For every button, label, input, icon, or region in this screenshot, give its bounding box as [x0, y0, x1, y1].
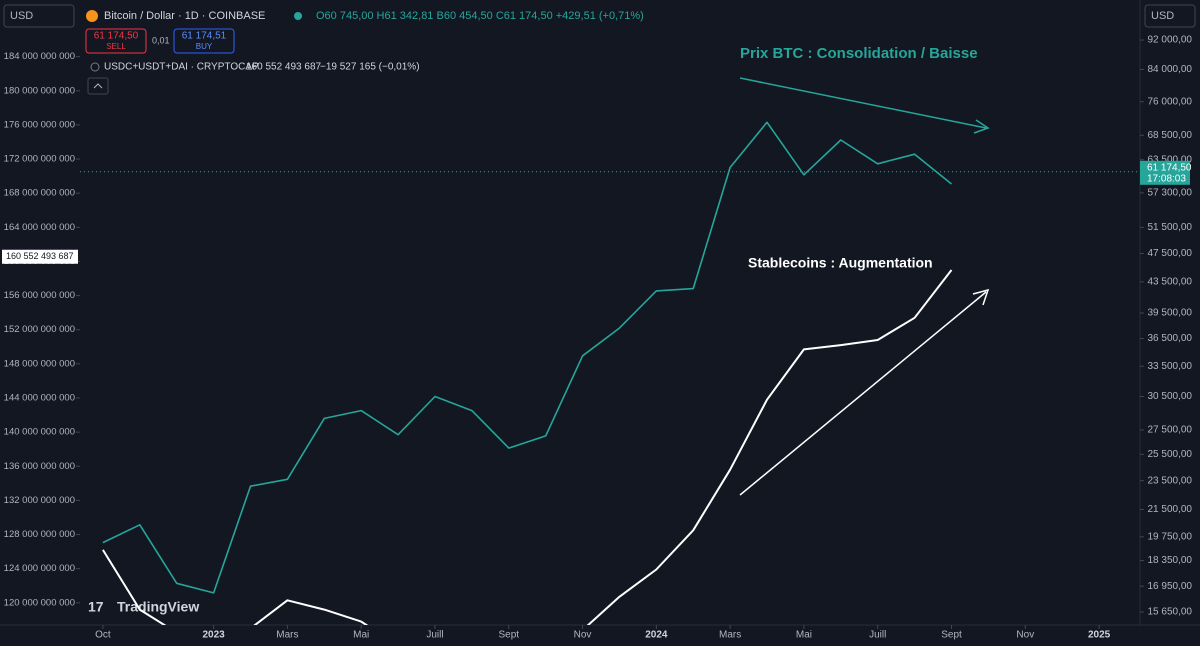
- x-tick-label: Juill: [869, 630, 886, 641]
- x-tick-label: 2023: [202, 630, 225, 641]
- status-dot: [294, 12, 302, 20]
- sell-button[interactable]: [85, 28, 147, 54]
- y2-tick-label: 84 000,00: [1148, 64, 1193, 75]
- y2-tick-label: 16 950,00: [1148, 581, 1193, 592]
- y2-tick-label: 25 500,00: [1148, 449, 1193, 460]
- last-cap-label: 160 552 493 687: [6, 251, 74, 261]
- y2-tick-label: 92 000,00: [1148, 35, 1193, 46]
- buy-button[interactable]: [173, 28, 235, 54]
- series-line: [102, 121, 953, 594]
- y-tick-label: 164 000 000 000: [4, 222, 75, 233]
- x-tick-label: Juill: [426, 630, 443, 641]
- indicator-name: USDC+USDT+DAI · CRYPTOCAP: [104, 62, 259, 73]
- ohlc: O60 745,00 H61 342,81 B60 454,50 C61 174…: [316, 10, 644, 22]
- y-tick-label: 176 000 000 000: [4, 119, 75, 130]
- collapse-icon: [93, 83, 103, 89]
- indicator-value: 160 552 493 687: [246, 62, 322, 73]
- x-tick-label: Mars: [276, 630, 298, 641]
- brand: TradingView: [117, 599, 199, 615]
- y-tick-label: 168 000 000 000: [4, 188, 75, 199]
- indicator-change: −19 527 165 (−0,01%): [320, 62, 420, 73]
- btc-icon: [86, 10, 98, 22]
- currency-box[interactable]: [1144, 4, 1196, 28]
- last-price-label: 61 174,50: [1147, 162, 1192, 173]
- x-tick-label: Nov: [1016, 630, 1034, 641]
- x-tick-label: 2024: [645, 630, 668, 641]
- y-tick-label: 132 000 000 000: [4, 495, 75, 506]
- y-tick-label: 152 000 000 000: [4, 324, 75, 335]
- symbol-box-text: USD: [10, 10, 33, 22]
- y2-tick-label: 30 500,00: [1148, 391, 1193, 402]
- y2-tick-label: 47 500,00: [1148, 248, 1193, 259]
- btc-arrow-head: [973, 119, 990, 134]
- x-tick-label: Mai: [796, 630, 812, 641]
- y2-tick-label: 43 500,00: [1148, 277, 1193, 288]
- y2-tick-label: 21 500,00: [1148, 504, 1193, 515]
- y-tick-label: 144 000 000 000: [4, 393, 75, 404]
- y-tick-label: 136 000 000 000: [4, 461, 75, 472]
- plot-area: [102, 121, 953, 625]
- spread: 0,01: [152, 35, 170, 45]
- sell-label: SELL: [106, 42, 126, 51]
- y-tick-label: 172 000 000 000: [4, 154, 75, 165]
- btc-arrow: [739, 77, 987, 129]
- y2-tick-label: 19 750,00: [1148, 531, 1193, 542]
- symbol-title: Bitcoin / Dollar · 1D · COINBASE: [104, 10, 265, 22]
- y2-tick-label: 57 300,00: [1148, 188, 1193, 199]
- y2-tick-label: 63 500,00: [1148, 154, 1193, 165]
- brand-mark: 17: [88, 599, 104, 615]
- btc-annotation: Prix BTC : Consolidation / Baisse: [740, 45, 978, 62]
- sell-price: 61 174,50: [94, 31, 139, 42]
- y2-tick-label: 18 350,00: [1148, 555, 1193, 566]
- x-tick-label: Oct: [95, 630, 111, 641]
- x-tick-label: Sept: [498, 630, 519, 641]
- indicator-icon: [90, 62, 100, 72]
- last-price-box: [1140, 160, 1190, 185]
- x-tick-label: 2025: [1088, 630, 1111, 641]
- y-tick-label: 124 000 000 000: [4, 563, 75, 574]
- y2-tick-label: 15 650,00: [1148, 607, 1193, 618]
- y-tick-label: 140 000 000 000: [4, 427, 75, 438]
- y-tick-label: 148 000 000 000: [4, 358, 75, 369]
- series-line: [102, 269, 953, 625]
- x-tick-label: Sept: [941, 630, 962, 641]
- x-tick-label: Nov: [574, 630, 592, 641]
- y2-tick-label: 68 500,00: [1148, 130, 1193, 141]
- buy-price: 61 174,51: [182, 31, 227, 42]
- y2-tick-label: 36 500,00: [1148, 333, 1193, 344]
- y2-tick-label: 33 500,00: [1148, 361, 1193, 372]
- last-cap-box: [2, 249, 78, 264]
- y2-tick-label: 23 500,00: [1148, 475, 1193, 486]
- x-tick-label: Mai: [353, 630, 369, 641]
- y2-tick-label: 39 500,00: [1148, 308, 1193, 319]
- y-tick-label: 180 000 000 000: [4, 85, 75, 96]
- collapse-button[interactable]: [87, 77, 109, 95]
- stable-arrow: [739, 291, 987, 496]
- y2-tick-label: 51 500,00: [1148, 222, 1193, 233]
- y2-tick-label: 76 000,00: [1148, 96, 1193, 107]
- y-tick-label: 128 000 000 000: [4, 529, 75, 540]
- x-tick-label: Mars: [719, 630, 741, 641]
- currency: USD: [1151, 10, 1174, 22]
- symbol-box[interactable]: [3, 4, 75, 28]
- buy-label: BUY: [196, 42, 213, 51]
- y-tick-label: 120 000 000 000: [4, 597, 75, 608]
- countdown: 17:08:03: [1147, 173, 1186, 184]
- y-tick-label: 184 000 000 000: [4, 51, 75, 62]
- y-tick-label: 156 000 000 000: [4, 290, 75, 301]
- y2-tick-label: 27 500,00: [1148, 425, 1193, 436]
- stable-annotation: Stablecoins : Augmentation: [748, 255, 933, 271]
- stable-arrow-head: [972, 288, 990, 306]
